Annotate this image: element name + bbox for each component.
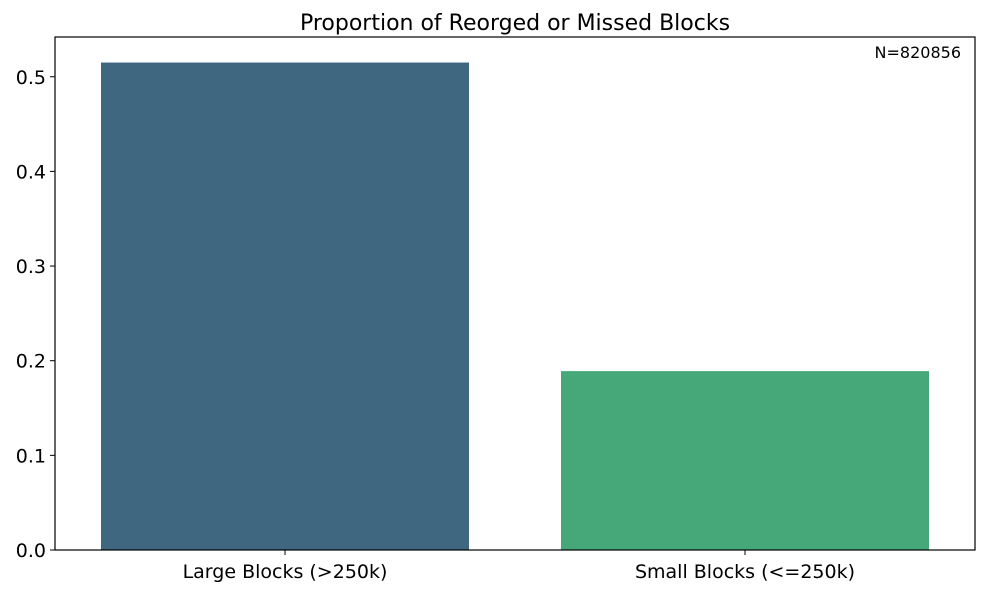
x-tick-label: Small Blocks (<=250k) (635, 561, 855, 583)
sample-size-annotation: N=820856 (875, 43, 961, 62)
y-tick-label: 0.2 (16, 351, 46, 373)
bar (101, 62, 469, 550)
bar (561, 371, 929, 550)
x-tick-label: Large Blocks (>250k) (183, 561, 388, 583)
chart-title: Proportion of Reorged or Missed Blocks (300, 11, 730, 36)
y-tick-label: 0.0 (16, 540, 46, 562)
plot-frame (54, 36, 976, 551)
y-tick-label: 0.4 (16, 161, 46, 183)
y-tick-label: 0.3 (16, 256, 46, 278)
y-tick-label: 0.5 (16, 67, 46, 89)
y-tick-label: 0.1 (16, 445, 46, 467)
